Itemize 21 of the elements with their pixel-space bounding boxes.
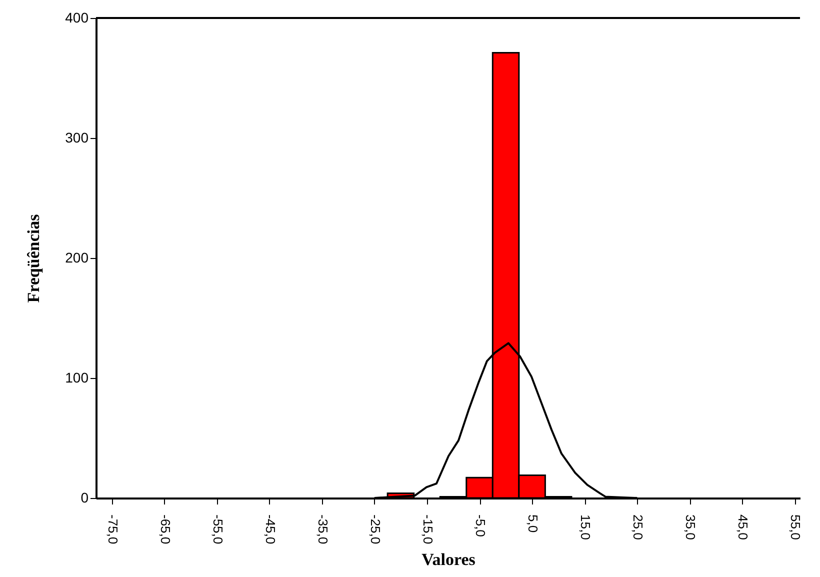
- x-tick-label: -15,0: [420, 514, 436, 544]
- y-tick-label: 300: [65, 130, 89, 146]
- y-axis-title: Freqüências: [24, 214, 44, 303]
- x-tick-label: -55,0: [210, 514, 226, 544]
- y-tick-label: 400: [65, 10, 89, 26]
- x-tick-label: 45,0: [736, 514, 751, 540]
- x-tick-label: 25,0: [630, 514, 646, 540]
- y-tick-label: 200: [65, 250, 89, 266]
- x-tick-label: 55,0: [788, 514, 804, 540]
- x-tick-label: -5,0: [473, 514, 488, 537]
- y-tick-label: 100: [65, 370, 89, 386]
- x-axis-title: Valores: [422, 550, 476, 570]
- x-tick-label: 15,0: [578, 514, 594, 540]
- x-tick-label: -35,0: [315, 514, 330, 544]
- x-tick-label: -45,0: [262, 514, 278, 544]
- x-tick-label: -75,0: [105, 514, 120, 544]
- x-tick-label: -25,0: [368, 514, 383, 544]
- y-tick-label: 0: [80, 490, 89, 506]
- x-tick-label: -65,0: [158, 514, 173, 544]
- x-tick-label: 5,0: [526, 514, 541, 533]
- x-tick-label: 35,0: [683, 514, 698, 540]
